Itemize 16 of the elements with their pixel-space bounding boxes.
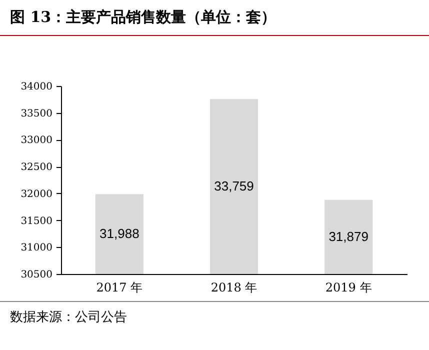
y-tick-label: 33000 (20, 135, 52, 146)
y-tick-label: 31500 (20, 216, 52, 227)
data-label: 33,759 (214, 178, 254, 194)
chart-title: 图 13：主要产品销售数量（单位：套） (0, 0, 429, 36)
x-tick-label: 2019 年 (325, 280, 372, 294)
y-tick-label: 30500 (20, 270, 52, 280)
y-tick-label: 32000 (20, 188, 52, 200)
data-label: 31,879 (328, 228, 368, 244)
y-tick-label: 34000 (20, 82, 52, 92)
source-note: 数据来源：公司公告 (0, 301, 429, 332)
y-tick-label: 32500 (20, 162, 52, 174)
y-tick-label: 31000 (20, 242, 52, 254)
data-label: 31,988 (100, 226, 140, 242)
y-tick-label: 33500 (20, 108, 52, 120)
x-tick-label: 2017 年 (96, 280, 143, 294)
x-tick-label: 2018 年 (210, 280, 258, 294)
